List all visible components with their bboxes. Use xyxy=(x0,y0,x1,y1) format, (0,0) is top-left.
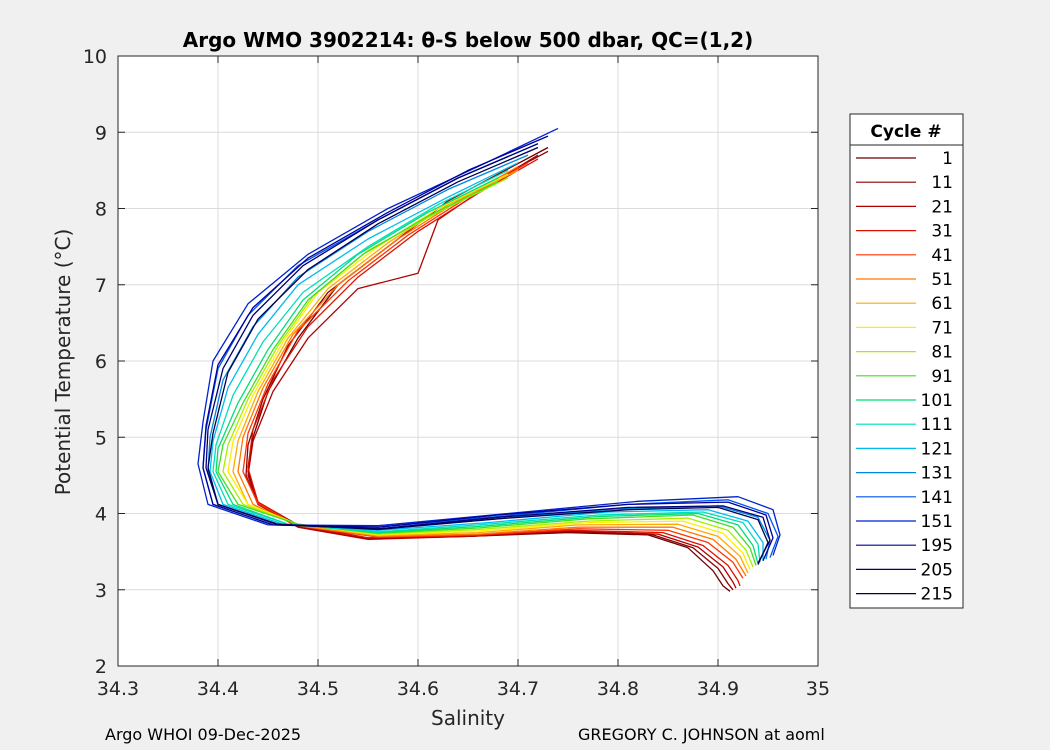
legend-label-cycle-51: 51 xyxy=(931,270,953,290)
x-tick-label: 34.6 xyxy=(397,678,439,700)
plot-frame xyxy=(117,55,819,667)
footer-credit-left: Argo WHOI 09-Dec-2025 xyxy=(105,725,302,744)
series-line-cycle-21 xyxy=(247,154,737,589)
legend-label-cycle-101: 101 xyxy=(921,391,953,411)
y-tick-label: 4 xyxy=(95,504,107,526)
y-tick-label: 5 xyxy=(95,427,107,449)
legend-label-cycle-71: 71 xyxy=(931,318,953,338)
series-line-cycle-51 xyxy=(237,166,747,577)
series-line-cycle-31 xyxy=(247,158,741,587)
x-tick-label: 34.8 xyxy=(597,678,639,700)
legend-box xyxy=(849,113,964,609)
legend-label-cycle-31: 31 xyxy=(931,222,953,242)
x-tick-label: 34.9 xyxy=(697,678,739,700)
x-tick-label: 34.4 xyxy=(197,678,239,700)
chart-title: Argo WMO 3902214: θ-S below 500 dbar, QC… xyxy=(183,28,753,52)
legend-label-cycle-11: 11 xyxy=(931,173,953,193)
series-line-cycle-91 xyxy=(217,181,757,566)
legend-label-cycle-195: 195 xyxy=(921,536,953,556)
y-tick-label: 3 xyxy=(95,580,107,602)
y-tick-label: 8 xyxy=(95,199,107,221)
series-line-cycle-151 xyxy=(197,127,781,556)
y-axis-label: Potential Temperature (°C) xyxy=(51,229,75,496)
legend-label-cycle-61: 61 xyxy=(931,294,953,314)
series-line-cycle-71 xyxy=(227,173,751,571)
legend: Cycle # 11121314151617181911011111211311… xyxy=(849,113,964,609)
series-line-cycle-215 xyxy=(207,146,769,565)
legend-label-cycle-141: 141 xyxy=(921,488,953,508)
series-traces xyxy=(197,127,781,592)
footer-credit-right: GREGORY C. JOHNSON at aoml xyxy=(578,725,825,744)
legend-label-cycle-21: 21 xyxy=(931,197,953,217)
legend-label-cycle-91: 91 xyxy=(931,367,953,387)
legend-label-cycle-205: 205 xyxy=(921,560,953,580)
series-line-cycle-111 xyxy=(212,169,761,563)
y-tick-label: 7 xyxy=(95,275,107,297)
x-tick-label: 34.5 xyxy=(297,678,339,700)
series-line-cycle-195 xyxy=(202,135,774,562)
y-tick-label: 9 xyxy=(95,122,107,144)
y-tick-label: 10 xyxy=(83,46,107,68)
legend-label-cycle-121: 121 xyxy=(921,439,953,459)
legend-label-cycle-131: 131 xyxy=(921,464,953,484)
y-tick-label: 6 xyxy=(95,351,107,373)
x-tick-label: 35 xyxy=(806,678,830,700)
legend-label-cycle-41: 41 xyxy=(931,246,953,266)
legend-entries: 1112131415161718191101111121131141151195… xyxy=(856,149,953,605)
x-axis-label: Salinity xyxy=(431,706,505,730)
y-tick-label: 2 xyxy=(95,656,107,678)
series-line-cycle-101 xyxy=(215,177,759,564)
y-tick-labels: 2 3 4 5 6 7 8 9 10 xyxy=(83,46,107,678)
x-tick-label: 34.7 xyxy=(497,678,539,700)
series-line-cycle-41 xyxy=(242,162,744,579)
legend-label-cycle-215: 215 xyxy=(921,585,953,605)
series-line-cycle-121 xyxy=(209,162,764,561)
legend-label-cycle-111: 111 xyxy=(921,415,953,435)
legend-label-cycle-81: 81 xyxy=(931,343,953,363)
x-tick-label: 34.3 xyxy=(97,678,139,700)
x-tick-labels: 34.3 34.4 34.5 34.6 34.7 34.8 34.9 35 xyxy=(97,678,830,700)
legend-title: Cycle # xyxy=(870,122,941,142)
legend-label-cycle-151: 151 xyxy=(921,512,953,532)
legend-label-cycle-1: 1 xyxy=(942,149,953,169)
